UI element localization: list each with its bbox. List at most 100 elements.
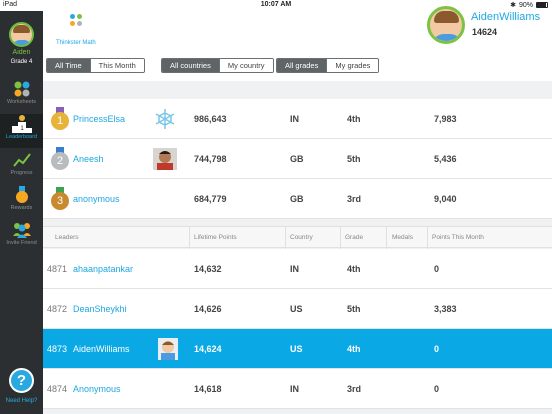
sidebar-user-grade: Grade 4 bbox=[10, 59, 33, 65]
logo-text: Thinkster Math bbox=[56, 40, 96, 46]
leader-country: US bbox=[290, 304, 303, 314]
sidebar-item-label: Leaderboard bbox=[5, 134, 38, 140]
sidebar-user-name: Aiden bbox=[12, 49, 31, 56]
column-header: Country bbox=[290, 234, 313, 241]
filter-this-month[interactable]: This Month bbox=[89, 59, 144, 72]
avatar[interactable] bbox=[9, 22, 34, 47]
time-filter: All Time This Month bbox=[46, 58, 145, 73]
leader-month-points: 0 bbox=[434, 384, 440, 394]
leader-country: US bbox=[290, 344, 303, 354]
leader-points: 744,798 bbox=[194, 154, 227, 164]
column-header: Points This Month bbox=[432, 234, 484, 241]
worksheets-dots-icon bbox=[14, 81, 29, 97]
leader-points: 14,626 bbox=[194, 304, 222, 314]
leader-points: 14,618 bbox=[194, 384, 222, 394]
clock: 10:07 AM bbox=[260, 1, 292, 8]
gold-medal-icon: 1 bbox=[51, 107, 69, 131]
column-header: Medals bbox=[392, 234, 413, 241]
leader-grade: 4th bbox=[347, 114, 361, 124]
sidebar: Aiden Grade 4 Worksheets 1 Leaderboard P… bbox=[0, 11, 43, 414]
leader-name[interactable]: DeanSheykhi bbox=[73, 304, 127, 314]
leader-rank: 4873 bbox=[47, 344, 68, 354]
leader-country: IN bbox=[290, 114, 299, 124]
snowflake-avatar-icon bbox=[155, 109, 175, 129]
top-leader-row[interactable]: 3 anonymous 684,779 GB 3rd 9,040 bbox=[43, 179, 552, 219]
leader-grade: 4th bbox=[347, 264, 361, 274]
leader-name[interactable]: Aneesh bbox=[73, 154, 104, 164]
leader-grade: 5th bbox=[347, 154, 361, 164]
battery-percent: 90% bbox=[518, 1, 533, 9]
leader-points: 684,779 bbox=[194, 194, 227, 204]
leader-country: GB bbox=[290, 154, 304, 164]
filter-all-time[interactable]: All Time bbox=[47, 59, 90, 72]
leader-month-points: 0 bbox=[434, 264, 440, 274]
bluetooth-icon: ✱ bbox=[510, 2, 516, 9]
leader-grade: 5th bbox=[347, 304, 361, 314]
current-user-row[interactable]: 4873 AidenWilliams 14,624 US 4th 0 bbox=[43, 329, 552, 369]
filter-my-grades[interactable]: My grades bbox=[326, 59, 379, 72]
leader-name[interactable]: AidenWilliams bbox=[73, 344, 130, 354]
leader-country: IN bbox=[290, 264, 299, 274]
table-row[interactable]: 4872 DeanSheykhi 14,626 US 5th 3,383 bbox=[43, 289, 552, 329]
thinkster-logo-icon bbox=[70, 14, 84, 28]
podium-icon: 1 bbox=[11, 115, 32, 133]
silver-medal-icon: 2 bbox=[51, 147, 69, 171]
header-user-name: AidenWilliams bbox=[471, 11, 541, 23]
filter-my-country[interactable]: My country bbox=[218, 59, 273, 72]
sidebar-item-label: Progress bbox=[10, 170, 33, 176]
column-header: Lifetime Points bbox=[194, 234, 237, 241]
sidebar-item-worksheets[interactable]: Worksheets bbox=[0, 79, 43, 113]
leader-rank: 4872 bbox=[47, 304, 68, 314]
filter-all-countries[interactable]: All countries bbox=[162, 59, 219, 72]
progress-chart-icon bbox=[12, 153, 31, 167]
leader-points: 14,632 bbox=[194, 264, 222, 274]
sidebar-item-progress[interactable]: Progress bbox=[0, 150, 43, 184]
leader-name[interactable]: ahaanpatankar bbox=[73, 264, 134, 274]
filter-all-grades[interactable]: All grades bbox=[277, 59, 327, 72]
bronze-medal-icon: 3 bbox=[51, 187, 69, 211]
table-row[interactable]: 4871 ahaanpatankar 14,632 IN 4th 0 bbox=[43, 249, 552, 289]
leader-points: 986,643 bbox=[194, 114, 227, 124]
status-bar: iPad 10:07 AM ✱ 90% bbox=[0, 0, 552, 11]
header: Thinkster Math AidenWilliams 14624 All T… bbox=[43, 6, 552, 81]
grade-filter: All grades My grades bbox=[276, 58, 380, 73]
leader-name[interactable]: Anonymous bbox=[73, 384, 121, 394]
leaderboard-content: 1 PrincessElsa 986,643 IN 4th 7,983 2 An… bbox=[43, 81, 552, 414]
leader-name[interactable]: anonymous bbox=[73, 194, 120, 204]
help-button[interactable]: ? bbox=[9, 368, 34, 393]
table-row[interactable]: 4874 Anonymous 14,618 IN 3rd 0 bbox=[43, 369, 552, 409]
column-header: Grade bbox=[345, 234, 364, 241]
sidebar-item-label: Rewards bbox=[10, 205, 33, 211]
leader-country: IN bbox=[290, 384, 299, 394]
carrier-label: iPad bbox=[3, 1, 18, 8]
leader-rank: 4871 bbox=[47, 264, 68, 274]
leader-grade: 4th bbox=[347, 344, 361, 354]
sidebar-item-invite-friend[interactable]: Invite Friend bbox=[0, 220, 43, 254]
sidebar-item-label: Worksheets bbox=[7, 99, 36, 105]
sidebar-item-leaderboard[interactable]: 1 Leaderboard bbox=[0, 114, 43, 148]
medal-icon bbox=[15, 186, 28, 203]
leader-rank: 4874 bbox=[47, 384, 68, 394]
leader-month-points: 7,983 bbox=[434, 114, 457, 124]
column-header: Leaders bbox=[55, 234, 79, 241]
top-leader-row[interactable]: 1 PrincessElsa 986,643 IN 4th 7,983 bbox=[43, 99, 552, 139]
header-user-points: 14624 bbox=[472, 27, 498, 37]
leader-points: 14,624 bbox=[194, 344, 222, 354]
photo-avatar bbox=[158, 338, 178, 360]
svg-text:1: 1 bbox=[20, 126, 24, 132]
table-header: Leaders Lifetime Points Country Grade Me… bbox=[43, 226, 552, 249]
leader-month-points: 3,383 bbox=[434, 304, 457, 314]
sidebar-item-rewards[interactable]: Rewards bbox=[0, 185, 43, 219]
leader-grade: 3rd bbox=[347, 384, 362, 394]
user-avatar[interactable] bbox=[427, 6, 465, 44]
battery-status: ✱ 90% bbox=[510, 1, 548, 9]
battery-icon bbox=[536, 2, 548, 8]
leader-month-points: 5,436 bbox=[434, 154, 457, 164]
leader-name[interactable]: PrincessElsa bbox=[73, 114, 126, 124]
sidebar-item-label: Invite Friend bbox=[6, 240, 37, 246]
help-label[interactable]: Need Help? bbox=[5, 398, 38, 404]
top-leader-row[interactable]: 2 Aneesh 744,798 GB 5th 5,436 bbox=[43, 139, 552, 179]
leader-country: GB bbox=[290, 194, 304, 204]
leader-month-points: 9,040 bbox=[434, 194, 457, 204]
leader-month-points: 0 bbox=[434, 344, 440, 354]
